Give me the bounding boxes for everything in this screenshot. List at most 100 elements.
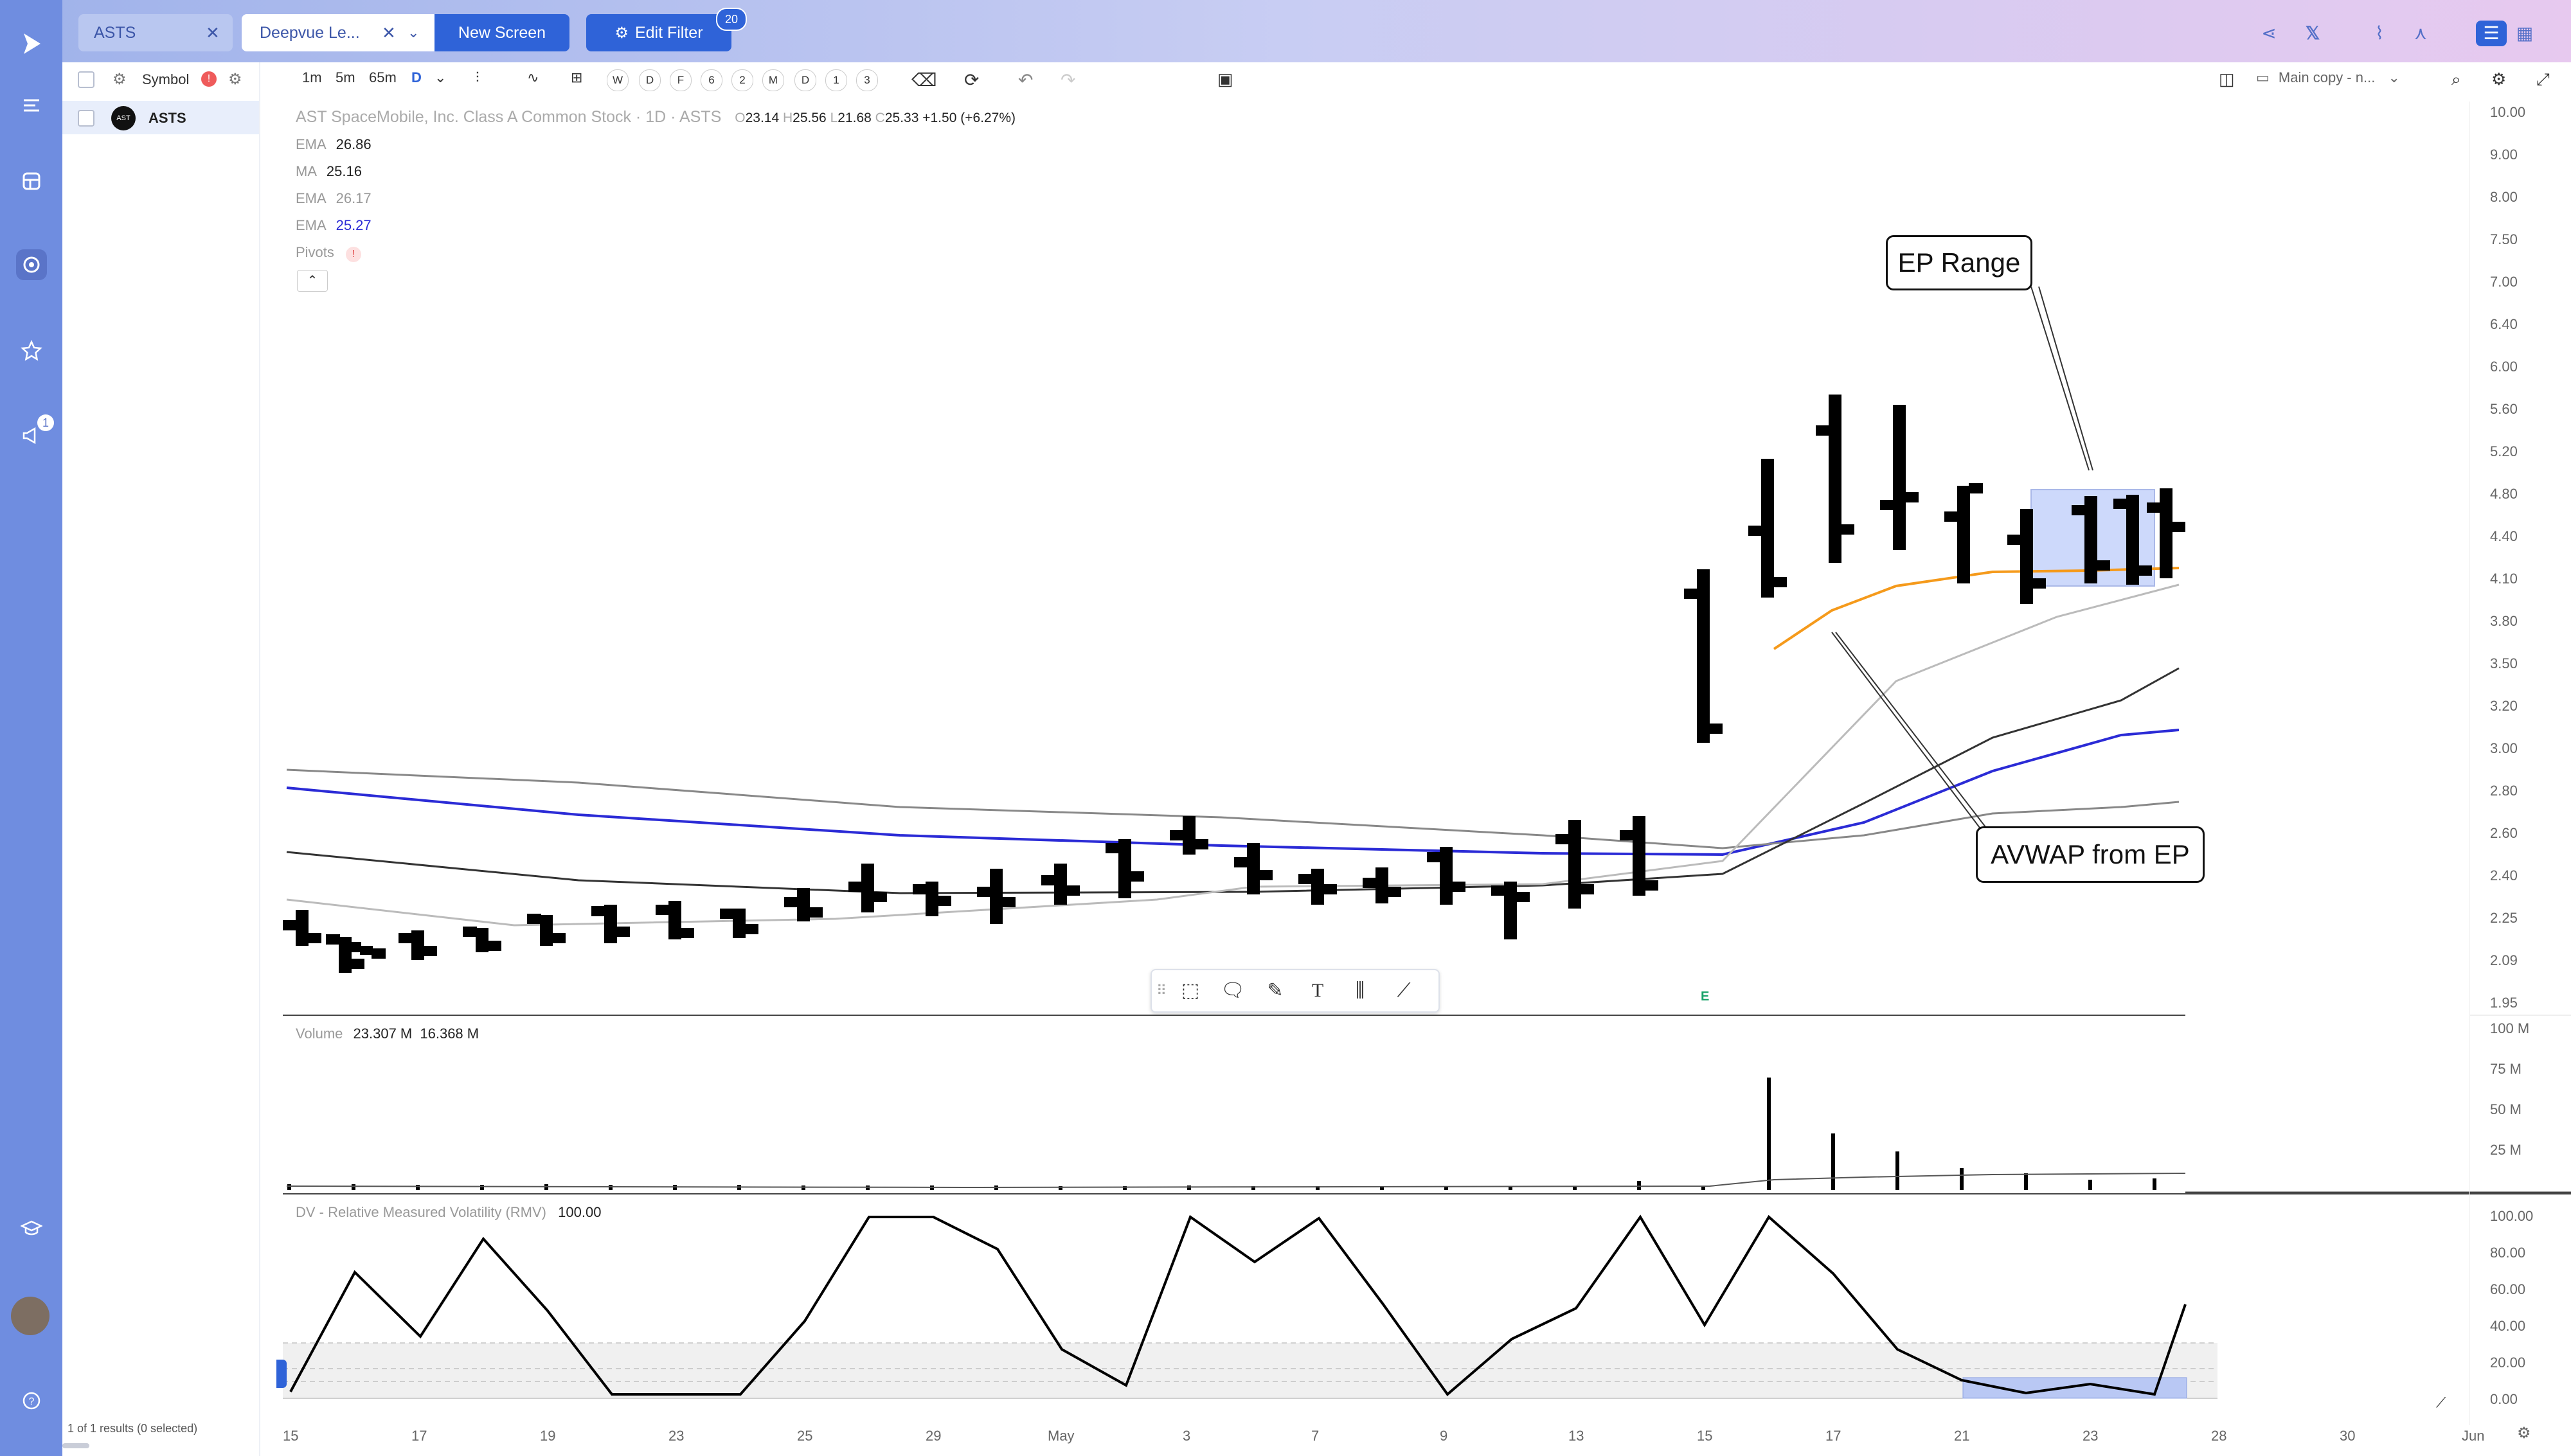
date-axis-label: 17 — [1825, 1428, 1841, 1444]
price-candle-close — [937, 896, 951, 906]
graduation-cap-icon[interactable] — [16, 1213, 47, 1244]
date-axis-label: 21 — [1954, 1428, 1970, 1444]
results-count: 1 of 1 results (0 selected) — [67, 1422, 198, 1435]
brush-tool-icon[interactable]: ✎ — [1267, 980, 1284, 1001]
help-icon[interactable]: ? — [16, 1385, 47, 1416]
chevron-down-icon[interactable]: ⌄ — [408, 24, 420, 40]
price-axis-label: 2.09 — [2490, 952, 2518, 968]
zoom-icon[interactable]: ⌕ — [2451, 69, 2461, 89]
close-icon[interactable]: ✕ — [382, 22, 396, 42]
interval-5m[interactable]: 5m — [336, 69, 355, 85]
refresh-icon[interactable]: ⟳ — [964, 70, 980, 90]
panel-icon[interactable]: ◫ — [2219, 69, 2235, 89]
volume-legend[interactable]: Volume 23.307 M 16.368 M — [296, 1025, 479, 1042]
tab-deepvue[interactable]: Deepvue Le... ✕ ⌄ — [242, 14, 434, 51]
earnings-marker[interactable]: E — [1701, 990, 1710, 1004]
table-row[interactable]: AST ASTS — [62, 101, 259, 134]
indicator-ma[interactable]: MA 25.16 — [296, 163, 362, 179]
date-axis-label: 7 — [1311, 1428, 1320, 1444]
scrollbar[interactable] — [62, 1443, 89, 1448]
settings-icon[interactable]: ⚙ — [112, 71, 127, 88]
resize-handle-icon[interactable]: ⟋ — [2436, 1394, 2446, 1410]
collapse-legend-button[interactable]: ⌃ — [297, 270, 328, 292]
edit-filter-button[interactable]: ⚙ Edit Filter — [586, 14, 731, 51]
new-screen-button[interactable]: New Screen — [434, 14, 569, 51]
redo-icon[interactable]: ↷ — [1061, 70, 1076, 90]
callout-tool-icon[interactable]: 🗨 — [1220, 980, 1246, 1001]
blue-ma-line — [286, 729, 2180, 857]
gear-icon[interactable]: ⚙ — [2491, 69, 2507, 89]
fullscreen-icon[interactable]: ⤢ — [2536, 69, 2550, 89]
select-all-checkbox[interactable] — [78, 71, 94, 88]
grid-view-icon[interactable]: ▦ — [2516, 23, 2534, 43]
period-d[interactable]: D — [639, 69, 661, 91]
period-6[interactable]: 6 — [701, 69, 722, 91]
price-candle — [990, 869, 1003, 924]
calendar-icon[interactable]: ▣ — [1217, 69, 1233, 89]
indicator-pivots[interactable]: Pivots! — [296, 244, 361, 262]
volume-bar — [802, 1185, 805, 1190]
rmv-legend[interactable]: DV - Relative Measured Volatility (RMV) … — [296, 1204, 602, 1220]
chevron-down-icon[interactable]: ⌄ — [434, 69, 447, 85]
period-3[interactable]: 3 — [856, 69, 878, 91]
layout-selector[interactable]: ▭ Main copy - n... ⌄ — [2256, 69, 2400, 93]
price-axis-label: 3.50 — [2490, 655, 2518, 671]
rectangle-tool-icon[interactable]: ⬚ — [1181, 980, 1200, 1001]
price-candle-close — [1130, 871, 1144, 882]
period-m[interactable]: M — [762, 69, 784, 91]
volume-axis-label: 100 M — [2490, 1020, 2530, 1036]
candle-tool-icon[interactable]: ⫼ — [1356, 980, 1365, 1001]
eraser-icon[interactable]: ⌫ — [911, 70, 937, 90]
chart-legend-title: AST SpaceMobile, Inc. Class A Common Sto… — [296, 108, 1016, 127]
interval-1m[interactable]: 1m — [302, 69, 322, 85]
date-axis-label: 9 — [1440, 1428, 1448, 1444]
price-candle — [339, 937, 352, 973]
chart-line-icon[interactable]: ⌇ — [2375, 23, 2384, 43]
share-icon[interactable]: ⋖ — [2261, 23, 2277, 43]
chart-settings-icon[interactable]: ⚙ — [2517, 1425, 2531, 1442]
undo-icon[interactable]: ↶ — [1018, 70, 1034, 90]
interval-d[interactable]: D — [411, 69, 422, 85]
indicator-settings-icon[interactable]: ⫶ — [476, 69, 479, 85]
user-avatar[interactable] — [11, 1297, 49, 1335]
list-view-icon[interactable]: ☰ — [2476, 21, 2507, 46]
close-icon[interactable]: ✕ — [206, 22, 220, 42]
interval-65m[interactable]: 65m — [369, 69, 397, 85]
price-candle-open — [347, 942, 361, 952]
price-candle-close — [1516, 892, 1530, 902]
callout-ep-range[interactable]: EP Range — [1886, 235, 2032, 290]
menu-icon[interactable] — [16, 90, 47, 121]
indicators-icon[interactable]: ∿ — [527, 69, 539, 85]
symbol-column-header[interactable]: Symbol — [142, 71, 190, 87]
price-candle — [540, 915, 553, 946]
period-w[interactable]: W — [607, 69, 629, 91]
text-tool-icon[interactable]: T — [1311, 980, 1324, 1001]
period-2[interactable]: 2 — [731, 69, 753, 91]
play-logo-icon[interactable] — [16, 28, 47, 59]
price-candle — [1697, 569, 1710, 743]
indicator-ema-3[interactable]: EMA 25.27 — [296, 217, 372, 233]
indicator-ema-1[interactable]: EMA 26.86 — [296, 136, 372, 152]
row-checkbox[interactable] — [78, 110, 94, 127]
period-d2[interactable]: D — [794, 69, 816, 91]
megaphone-icon[interactable] — [16, 420, 47, 451]
callout-avwap[interactable]: AVWAP from EP — [1976, 826, 2205, 883]
volume-bar — [1123, 1186, 1127, 1190]
star-icon[interactable] — [16, 335, 47, 366]
period-1[interactable]: 1 — [825, 69, 847, 91]
price-candle-close — [1644, 880, 1658, 891]
price-candle-close — [2171, 522, 2185, 532]
layout-grid-icon[interactable]: ⊞ — [571, 69, 583, 85]
x-social-icon[interactable]: 𝕏 — [2305, 23, 2320, 43]
tab-asts[interactable]: ASTS ✕ — [78, 14, 233, 51]
scroll-left-handle[interactable] — [276, 1360, 287, 1388]
grid-icon[interactable] — [16, 166, 47, 197]
line-tool-icon[interactable]: ⟋ — [1397, 980, 1411, 1001]
drag-handle-icon[interactable]: ⠿ — [1156, 982, 1167, 999]
column-settings-icon[interactable]: ⚙ — [228, 71, 242, 88]
target-icon[interactable] — [16, 249, 47, 280]
indicator-ema-2[interactable]: EMA 26.17 — [296, 190, 372, 206]
period-f[interactable]: F — [670, 69, 692, 91]
split-icon[interactable]: ⋏ — [2414, 23, 2428, 43]
